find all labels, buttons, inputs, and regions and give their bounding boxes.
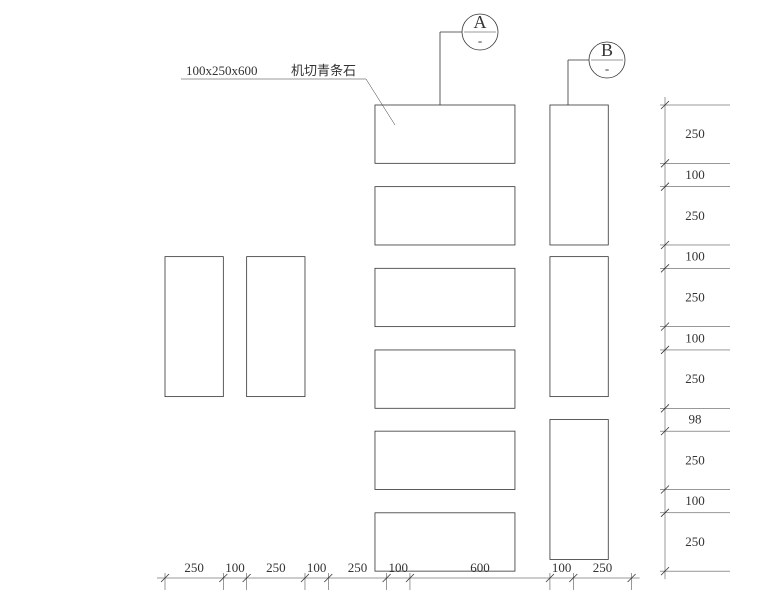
dim-label: 600 (470, 560, 490, 575)
dim-label: 98 (689, 412, 702, 427)
dim-label: 250 (685, 371, 705, 386)
stone-block (550, 105, 608, 245)
dim-label: 100 (307, 560, 327, 575)
stone-block (375, 105, 515, 163)
dim-label: 250 (685, 289, 705, 304)
dim-label: 250 (184, 560, 204, 575)
spec-material: 机切青条石 (291, 63, 356, 78)
stone-block (375, 431, 515, 489)
stone-block (375, 350, 515, 408)
dim-label: 250 (266, 560, 286, 575)
callout-letter: A (474, 12, 487, 32)
spec-dim: 100x250x600 (186, 63, 258, 78)
dim-label: 100 (685, 167, 705, 182)
dim-label: 250 (593, 560, 613, 575)
callout-dash: - (605, 61, 609, 76)
stone-block (247, 257, 305, 397)
dim-label: 100 (685, 493, 705, 508)
diagram-canvas: 100x250x600机切青条石A-B-25010025010025010025… (0, 0, 760, 605)
dim-label: 100 (685, 330, 705, 345)
stone-block (375, 187, 515, 245)
dim-label: 100 (225, 560, 245, 575)
dim-label: 100 (552, 560, 572, 575)
dim-label: 250 (685, 126, 705, 141)
dim-label: 250 (348, 560, 368, 575)
dim-label: 100 (685, 249, 705, 264)
callout-dash: - (478, 33, 482, 48)
stone-block (550, 257, 608, 397)
stone-block (165, 257, 223, 397)
dim-label: 100 (389, 560, 409, 575)
callout-letter: B (601, 40, 613, 60)
dim-label: 250 (685, 534, 705, 549)
stone-block (375, 268, 515, 326)
dim-label: 250 (685, 452, 705, 467)
dim-label: 250 (685, 208, 705, 223)
stone-block (550, 419, 608, 559)
